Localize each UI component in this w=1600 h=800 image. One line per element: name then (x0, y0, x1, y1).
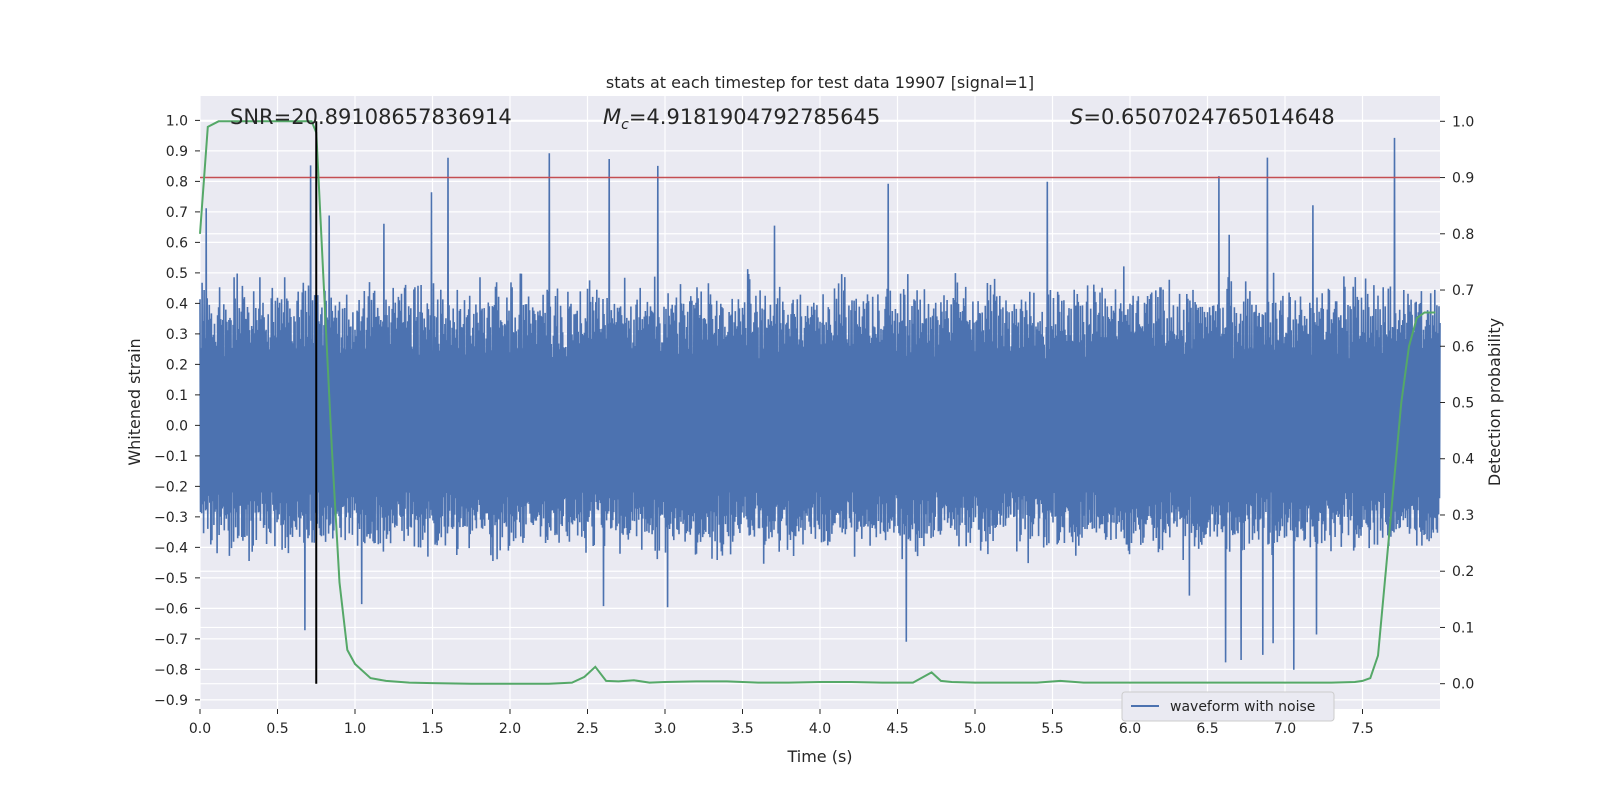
detection-probability-line (199, 120, 1436, 685)
y-tick-label: −0.3 (154, 510, 188, 526)
spin-symbol: S (1070, 105, 1083, 129)
plot-area (199, 120, 1441, 685)
x-tick-label: 6.0 (1119, 721, 1141, 737)
y-tick-label: −0.2 (154, 479, 188, 495)
x-tick-label: 0.5 (266, 721, 288, 737)
y-tick-label: −0.6 (154, 601, 188, 617)
y-tick-label: 0.2 (166, 357, 188, 373)
y2-tick-label: 0.4 (1452, 452, 1474, 468)
y-tick-label: −0.7 (154, 632, 188, 648)
chirp-mass-annotation: Mc=4.9181904792785645 (603, 105, 880, 133)
y-tick-label: 0.7 (166, 205, 188, 221)
y2-tick-label: 0.7 (1452, 283, 1474, 299)
y-tick-label: 0.0 (166, 418, 188, 434)
y2-tick-label: 0.0 (1452, 677, 1474, 693)
y-tick-label: −0.9 (154, 693, 188, 709)
y-axis-label: Whitened strain (125, 338, 144, 465)
y2-axis-label: Detection probability (1485, 318, 1504, 486)
spin-annotation: S=0.6507024765014648 (1070, 105, 1335, 129)
x-tick-label: 3.5 (731, 721, 753, 737)
y2-tick-label: 1.0 (1452, 114, 1474, 130)
x-tick-label: 0.0 (189, 721, 211, 737)
x-tick-label: 3.0 (654, 721, 676, 737)
y-tick-label: 0.8 (166, 174, 188, 190)
y2-ticks: 0.0 0.1 0.2 0.3 0.4 0.5 0.6 0.7 0.8 0.9 1.0 (1440, 114, 1474, 693)
y-tick-label: 0.5 (166, 266, 188, 282)
y2-tick-label: 0.3 (1452, 508, 1474, 524)
y2-tick-label: 0.6 (1452, 339, 1474, 355)
x-tick-label: 4.0 (809, 721, 831, 737)
y-tick-label: 0.6 (166, 235, 188, 251)
x-tick-label: 1.5 (421, 721, 443, 737)
chirp-mass-symbol: M (603, 105, 621, 129)
x-ticks: 0.0 0.5 1.0 1.5 2.0 2.5 3.0 3.5 4.0 4.5 5.0 5.5 6.0 6… (189, 709, 1374, 737)
spin-value: =0.6507024765014648 (1083, 105, 1334, 129)
x-tick-label: 1.0 (344, 721, 366, 737)
x-tick-label: 2.0 (499, 721, 521, 737)
x-tick-label: 6.5 (1196, 721, 1218, 737)
y-tick-label: 1.0 (166, 113, 188, 129)
x-axis-label: Time (s) (786, 747, 852, 766)
x-tick-label: 7.5 (1351, 721, 1373, 737)
chirp-mass-subscript: c (621, 117, 629, 133)
y-tick-label: −0.4 (154, 540, 188, 556)
snr-annotation: SNR=20.89108657836914 (230, 105, 512, 129)
x-tick-label: 7.0 (1274, 721, 1296, 737)
legend-box (1121, 691, 1335, 722)
y-tick-label: 0.3 (166, 327, 188, 343)
x-tick-label: 5.0 (964, 721, 986, 737)
y2-tick-label: 0.9 (1452, 171, 1474, 187)
y-tick-label: 0.4 (166, 296, 188, 312)
y-tick-label: −0.5 (154, 571, 188, 587)
y2-tick-label: 0.8 (1452, 227, 1474, 243)
x-tick-label: 4.5 (886, 721, 908, 737)
y2-tick-label: 0.2 (1452, 564, 1474, 580)
chirp-mass-value: =4.9181904792785645 (629, 105, 880, 129)
y2-tick-label: 0.1 (1452, 620, 1474, 636)
chart-title: stats at each timestep for test data 199… (606, 73, 1034, 92)
x-tick-label: 2.5 (576, 721, 598, 737)
x-tick-label: 5.5 (1041, 721, 1063, 737)
y-tick-label: 0.9 (166, 144, 188, 160)
y-tick-label: 0.1 (166, 388, 188, 404)
y2-tick-label: 0.5 (1452, 396, 1474, 412)
y-ticks: −0.9 −0.8 −0.7 −0.6 −0.5 −0.4 −0.3 −0.2 −0.1 0.0 0… (154, 113, 200, 709)
waveform-core-band (200, 358, 1440, 493)
legend: waveform with noise (1121, 691, 1335, 722)
y-tick-label: −0.8 (154, 662, 188, 678)
legend-label: waveform with noise (1170, 699, 1315, 715)
y-tick-label: −0.1 (154, 449, 188, 465)
